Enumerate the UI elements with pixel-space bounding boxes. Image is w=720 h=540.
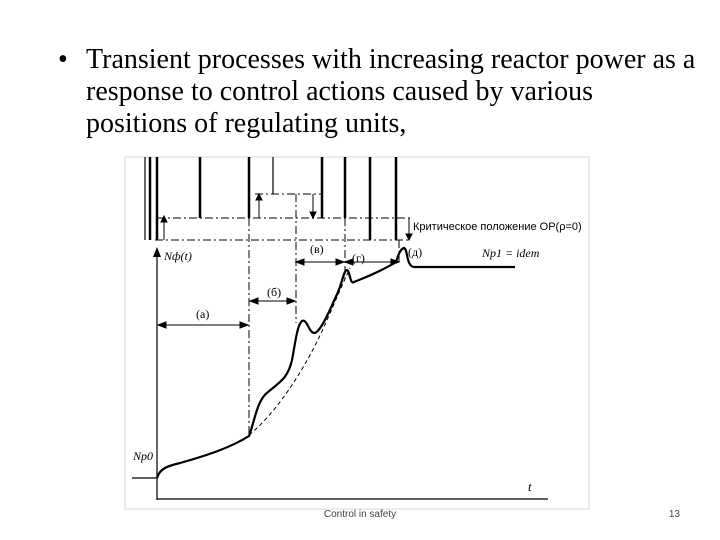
interval-label-b: (б) <box>267 285 281 299</box>
interval-label-d: (д) <box>408 245 422 259</box>
transient-diagram: Критическое положение ОР(ρ=0) Nф(t) t Nр… <box>124 156 590 510</box>
bullet-text: Transient processes with increasing reac… <box>86 44 696 139</box>
initial-level-label: Nр0 <box>132 449 153 463</box>
interval-label-v: (в) <box>310 242 324 256</box>
interval-label-a: (а) <box>196 307 209 321</box>
interval-label-g: (г) <box>352 251 365 265</box>
control-rods <box>148 157 398 240</box>
x-axis-label: t <box>528 479 532 494</box>
bullet-dot: • <box>58 44 68 75</box>
thin-rods <box>144 157 274 240</box>
power-transient-curve <box>155 246 515 479</box>
rod-arrows <box>160 192 413 242</box>
footer-title: Control in safety <box>323 509 397 520</box>
critical-position-label: Критическое положение ОР(ρ=0) <box>413 221 582 233</box>
page-number: 13 <box>668 509 680 520</box>
figure-border <box>124 156 590 510</box>
y-axis-arrow <box>153 247 161 257</box>
envelope-curve <box>248 267 351 436</box>
final-level-label: Nр1 = idem <box>481 246 540 260</box>
y-axis-label: Nф(t) <box>163 249 192 263</box>
interval-markers <box>248 194 400 435</box>
